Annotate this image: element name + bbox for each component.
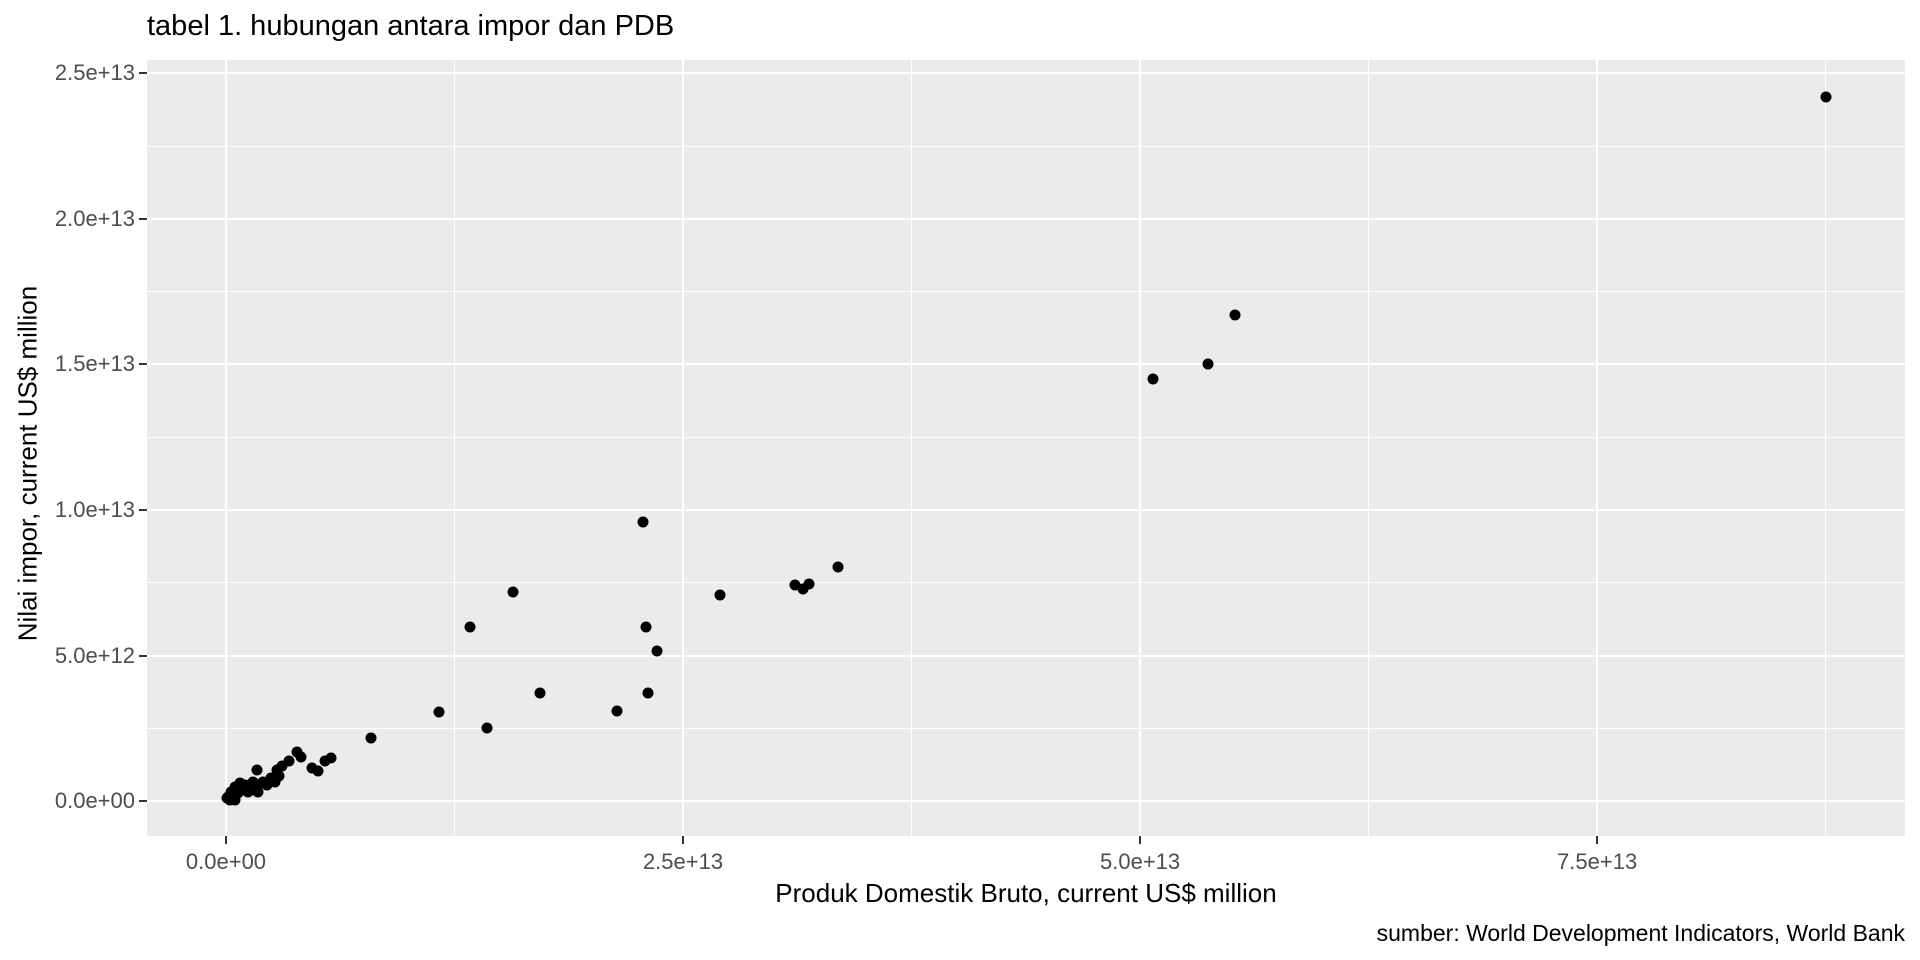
- plot-title: tabel 1. hubungan antara impor dan PDB: [147, 10, 675, 42]
- data-point: [252, 786, 264, 798]
- y-axis-tick-label: 1.0e+13: [54, 496, 135, 522]
- data-point: [534, 687, 546, 699]
- y-minor-gridline: [147, 145, 1905, 147]
- data-point: [312, 765, 324, 777]
- data-point: [306, 762, 318, 774]
- data-point: [229, 794, 241, 806]
- x-axis-tick: [682, 836, 685, 844]
- y-axis-tick-label: 5.0e+12: [54, 642, 135, 668]
- data-point: [283, 755, 295, 767]
- y-minor-gridline: [147, 291, 1905, 293]
- x-major-gridline: [1596, 60, 1599, 836]
- source-caption: sumber: World Development Indicators, Wo…: [1376, 920, 1905, 946]
- data-point: [507, 586, 519, 598]
- x-minor-gridline: [911, 60, 913, 836]
- y-axis-tick: [139, 654, 147, 657]
- data-point: [229, 781, 241, 793]
- x-axis-tick-label: 7.5e+13: [1557, 849, 1638, 874]
- data-point: [651, 645, 663, 657]
- data-point: [640, 621, 652, 633]
- data-point: [803, 578, 815, 590]
- x-major-gridline: [682, 60, 685, 836]
- data-point: [273, 770, 285, 782]
- data-point: [1229, 309, 1241, 321]
- y-axis-tick: [139, 800, 147, 803]
- y-major-gridline: [147, 508, 1905, 511]
- y-major-gridline: [147, 217, 1905, 220]
- x-axis-tick: [1139, 836, 1142, 844]
- data-point: [276, 760, 288, 772]
- plot-panel: [147, 60, 1905, 836]
- y-minor-gridline: [147, 582, 1905, 584]
- y-axis-tick-label: 2.0e+13: [54, 205, 135, 231]
- y-axis-tick-label: 0.0e+00: [54, 788, 135, 814]
- x-axis-tick-label: 2.5e+13: [642, 849, 724, 874]
- y-axis-tick: [139, 508, 147, 511]
- data-point: [319, 755, 331, 767]
- data-point: [789, 579, 801, 591]
- data-point: [365, 732, 377, 744]
- data-point: [714, 589, 726, 601]
- y-major-gridline: [147, 654, 1905, 657]
- data-point: [611, 705, 623, 717]
- x-minor-gridline: [454, 60, 455, 836]
- y-axis-tick: [139, 217, 147, 220]
- data-point: [464, 621, 476, 633]
- x-axis-tick: [224, 836, 227, 844]
- data-point: [1820, 91, 1832, 103]
- x-axis-tick-label: 5.0e+13: [1100, 849, 1181, 874]
- x-major-gridline: [1139, 60, 1142, 836]
- x-axis-title: Produk Domestik Bruto, current US$ milli…: [775, 878, 1277, 908]
- data-point: [637, 516, 649, 528]
- data-point: [1202, 358, 1214, 370]
- data-point: [1147, 373, 1159, 385]
- y-axis-tick: [139, 363, 147, 366]
- x-minor-gridline: [1368, 60, 1370, 836]
- y-axis-tick-label: 2.5e+13: [54, 60, 135, 86]
- y-major-gridline: [147, 800, 1905, 803]
- y-major-gridline: [147, 363, 1905, 366]
- x-major-gridline: [224, 60, 227, 836]
- y-axis-tick-label: 1.5e+13: [54, 351, 135, 377]
- data-point: [261, 779, 273, 791]
- y-minor-gridline: [147, 436, 1905, 438]
- x-axis-tick-label: 0.0e+00: [185, 849, 267, 874]
- data-point: [642, 687, 654, 699]
- x-axis-tick: [1596, 836, 1599, 844]
- data-point: [797, 583, 809, 595]
- data-point: [251, 764, 263, 776]
- x-minor-gridline: [1825, 60, 1827, 836]
- data-point: [433, 706, 445, 718]
- data-point: [295, 751, 307, 763]
- y-major-gridline: [147, 72, 1905, 75]
- data-point: [481, 722, 493, 734]
- data-point: [325, 752, 337, 764]
- data-point: [832, 561, 844, 573]
- y-axis-title: Nilai impor, current US$ million: [12, 285, 43, 642]
- y-minor-gridline: [147, 727, 1905, 729]
- data-point: [269, 776, 281, 788]
- y-axis-tick: [139, 72, 147, 75]
